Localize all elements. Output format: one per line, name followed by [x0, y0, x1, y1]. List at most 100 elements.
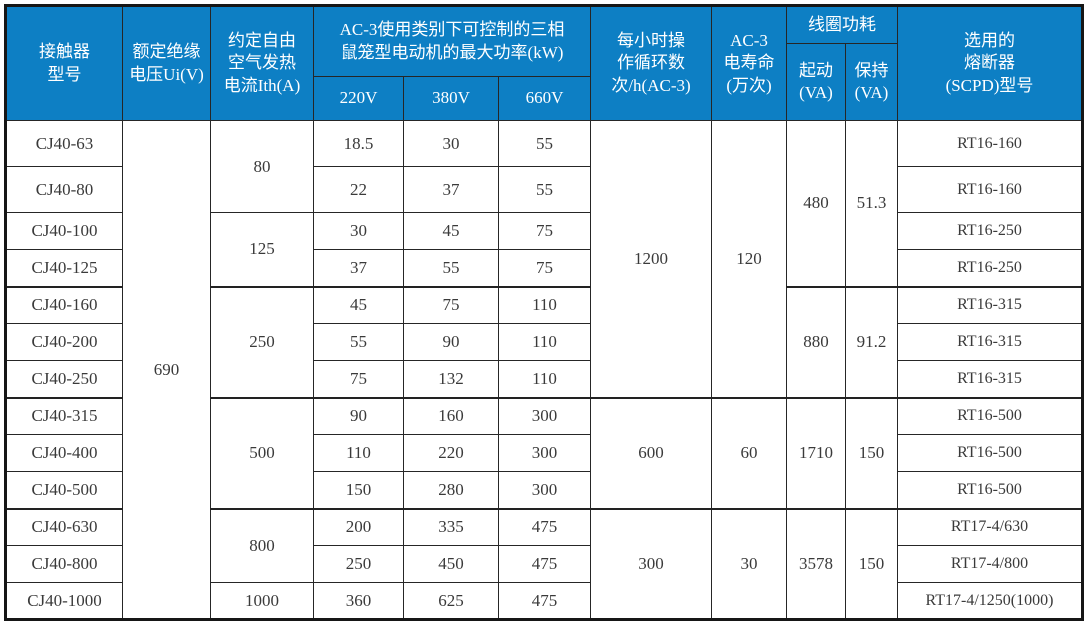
- header-start: 起动 (VA): [786, 43, 846, 121]
- coil-hold-cell: 150: [845, 396, 898, 509]
- power-220-cell: 360: [313, 582, 404, 620]
- fuse-cell: RT16-500: [897, 396, 1083, 435]
- power-380-cell: 220: [403, 434, 499, 472]
- ith-cell: 800: [210, 507, 314, 583]
- power-220-cell: 90: [313, 396, 404, 435]
- fuse-cell: RT16-160: [897, 120, 1083, 167]
- table-row: CJ40-500 150 280 300 RT16-500: [5, 471, 1083, 509]
- power-380-cell: 132: [403, 360, 499, 398]
- table-row: CJ40-800 250 450 475 RT17-4/800: [5, 545, 1083, 583]
- ith-cell: 125: [210, 212, 314, 287]
- model-cell: CJ40-100: [5, 212, 123, 250]
- header-fuse: 选用的 熔断器 (SCPD)型号: [897, 5, 1083, 121]
- table-row: CJ40-125 37 55 75 RT16-250: [5, 249, 1083, 287]
- fuse-cell: RT16-500: [897, 471, 1083, 509]
- power-660-cell: 75: [498, 212, 591, 250]
- power-380-cell: 90: [403, 323, 499, 361]
- fuse-cell: RT16-315: [897, 360, 1083, 398]
- contactor-spec-table: 接触器 型号 额定绝缘 电压Ui(V) 约定自由 空气发热 电流Ith(A) A…: [4, 4, 1084, 621]
- power-380-cell: 160: [403, 396, 499, 435]
- power-380-cell: 37: [403, 166, 499, 213]
- model-cell: CJ40-1000: [5, 582, 123, 620]
- header-380v: 380V: [403, 76, 499, 121]
- power-660-cell: 300: [498, 471, 591, 509]
- table-row: CJ40-400 110 220 300 RT16-500: [5, 434, 1083, 472]
- power-660-cell: 55: [498, 166, 591, 213]
- fuse-cell: RT17-4/1250(1000): [897, 582, 1083, 620]
- power-220-cell: 150: [313, 471, 404, 509]
- table-row: CJ40-315 500 90 160 300 600 60 1710 150 …: [5, 396, 1083, 509]
- ith-cell: 250: [210, 285, 314, 398]
- header-coil-group: 线圈功耗: [786, 5, 898, 44]
- power-380-cell: 30: [403, 120, 499, 167]
- header-ops: 每小时操 作循环数 次/h(AC-3): [590, 5, 712, 121]
- model-cell: CJ40-800: [5, 545, 123, 583]
- power-220-cell: 18.5: [313, 120, 404, 167]
- ith-cell: 1000: [210, 582, 314, 620]
- header-life: AC-3 电寿命 (万次): [711, 5, 787, 121]
- coil-hold-cell: 91.2: [845, 285, 898, 398]
- life-cell: 120: [711, 120, 787, 398]
- power-220-cell: 45: [313, 285, 404, 324]
- fuse-cell: RT17-4/630: [897, 507, 1083, 546]
- fuse-cell: RT16-500: [897, 434, 1083, 472]
- power-380-cell: 75: [403, 285, 499, 324]
- power-380-cell: 450: [403, 545, 499, 583]
- header-220v: 220V: [313, 76, 404, 121]
- power-380-cell: 55: [403, 249, 499, 287]
- power-660-cell: 475: [498, 582, 591, 620]
- model-cell: CJ40-500: [5, 471, 123, 509]
- model-cell: CJ40-630: [5, 507, 123, 546]
- ops-cell: 1200: [590, 120, 712, 398]
- ith-cell: 80: [210, 120, 314, 213]
- power-380-cell: 625: [403, 582, 499, 620]
- header-model: 接触器 型号: [5, 5, 123, 121]
- fuse-cell: RT16-160: [897, 166, 1083, 213]
- fuse-cell: RT16-315: [897, 323, 1083, 361]
- ops-cell: 600: [590, 396, 712, 509]
- model-cell: CJ40-200: [5, 323, 123, 361]
- coil-start-cell: 1710: [786, 396, 846, 509]
- header-row-2: 起动 (VA) 保持 (VA): [6, 43, 1083, 121]
- model-cell: CJ40-160: [5, 285, 123, 324]
- power-660-cell: 55: [498, 120, 591, 167]
- ui-cell: 690: [122, 120, 211, 620]
- power-220-cell: 22: [313, 166, 404, 213]
- power-660-cell: 300: [498, 434, 591, 472]
- header-row-1: 接触器 型号 额定绝缘 电压Ui(V) 约定自由 空气发热 电流Ith(A) A…: [5, 5, 1083, 121]
- table-row: CJ40-63 690 80 18.5 30 55 1200 120 480 5…: [5, 120, 1083, 620]
- header-hold: 保持 (VA): [845, 43, 898, 121]
- table-body: CJ40-63 690 80 18.5 30 55 1200 120 480 5…: [5, 120, 1083, 620]
- model-cell: CJ40-400: [5, 434, 123, 472]
- power-380-cell: 335: [403, 507, 499, 546]
- power-220-cell: 55: [313, 323, 404, 361]
- ith-cell: 500: [210, 396, 314, 509]
- table-row: CJ40-630 800 200 335 475 300 30 3578 150…: [5, 507, 1083, 620]
- model-cell: CJ40-63: [5, 120, 123, 167]
- power-660-cell: 475: [498, 507, 591, 546]
- power-380-cell: 45: [403, 212, 499, 250]
- power-660-cell: 300: [498, 396, 591, 435]
- table-row: CJ40-250 75 132 110 RT16-315: [5, 360, 1083, 398]
- ops-cell: 300: [590, 507, 712, 620]
- coil-start-cell: 480: [786, 120, 846, 287]
- header-660v: 660V: [498, 76, 591, 121]
- model-cell: CJ40-80: [5, 166, 123, 213]
- power-220-cell: 200: [313, 507, 404, 546]
- fuse-cell: RT16-250: [897, 249, 1083, 287]
- table-row: CJ40-80 22 37 55 RT16-160: [5, 166, 1083, 213]
- power-380-cell: 280: [403, 471, 499, 509]
- coil-hold-cell: 150: [845, 507, 898, 620]
- power-220-cell: 110: [313, 434, 404, 472]
- model-cell: CJ40-315: [5, 396, 123, 435]
- power-660-cell: 75: [498, 249, 591, 287]
- fuse-cell: RT16-250: [897, 212, 1083, 250]
- header-ui: 额定绝缘 电压Ui(V): [122, 5, 211, 121]
- power-220-cell: 75: [313, 360, 404, 398]
- table-row: CJ40-160 250 45 75 110 880 91.2 RT16-315: [5, 285, 1083, 398]
- power-220-cell: 250: [313, 545, 404, 583]
- coil-start-cell: 880: [786, 285, 846, 398]
- power-220-cell: 30: [313, 212, 404, 250]
- table-row: CJ40-1000 1000 360 625 475 RT17-4/1250(1…: [5, 582, 1083, 620]
